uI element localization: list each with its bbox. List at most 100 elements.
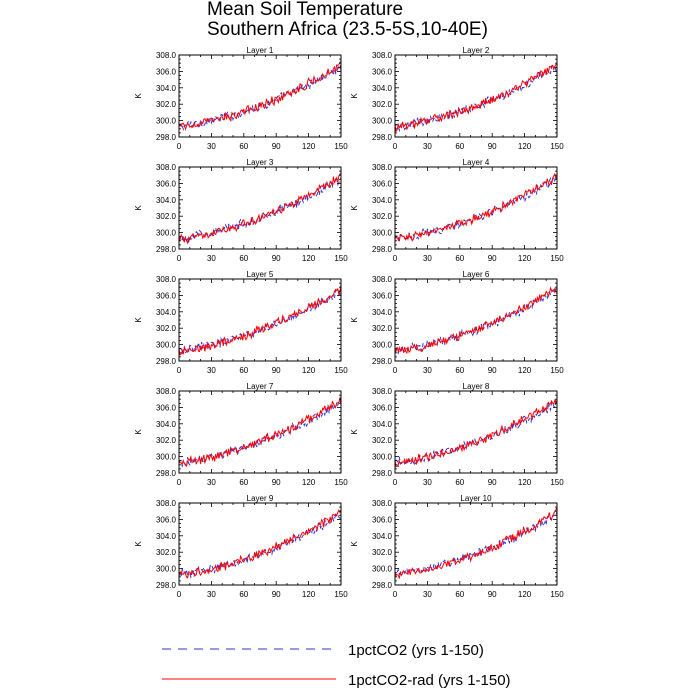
- series-1pctco2-line: [394, 63, 558, 133]
- y-tick-label: 298.0: [372, 133, 393, 142]
- y-tick-label: 308.0: [156, 275, 177, 284]
- x-tick-label: 120: [518, 478, 532, 487]
- y-tick-label: 298.0: [372, 245, 393, 254]
- x-tick-label: 60: [455, 366, 464, 375]
- x-tick-label: 30: [207, 142, 216, 151]
- y-tick-label: 298.0: [156, 469, 177, 478]
- x-tick-label: 150: [550, 366, 564, 375]
- x-tick-label: 120: [518, 366, 532, 375]
- y-tick-label: 298.0: [156, 581, 177, 590]
- series-1pctco2-line: [178, 60, 342, 132]
- y-tick-label: 302.0: [372, 100, 393, 109]
- series-1pctco2-rad-line: [178, 508, 342, 579]
- x-tick-label: 60: [239, 366, 248, 375]
- x-tick-label: 90: [272, 366, 281, 375]
- x-tick-label: 0: [393, 590, 398, 599]
- y-tick-label: 300.0: [156, 565, 177, 574]
- panel-frame: [394, 278, 558, 362]
- y-tick-label: 298.0: [156, 133, 177, 142]
- x-tick-label: 60: [239, 478, 248, 487]
- y-tick-label: 308.0: [156, 499, 177, 508]
- panel-title: Layer 6: [463, 270, 490, 279]
- x-tick-label: 90: [488, 254, 497, 263]
- x-tick-label: 0: [393, 366, 398, 375]
- x-tick-label: 150: [334, 590, 348, 599]
- y-tick-label: 308.0: [372, 163, 393, 172]
- x-tick-label: 0: [393, 254, 398, 263]
- y-tick-label: 304.0: [156, 84, 177, 93]
- x-tick-label: 60: [239, 590, 248, 599]
- y-tick-label: 300.0: [372, 341, 393, 350]
- series-1pctco2-rad-line: [394, 172, 558, 242]
- panel-frame: [394, 54, 558, 138]
- y-tick-label: 304.0: [372, 84, 393, 93]
- panel-title: Layer 1: [247, 46, 274, 55]
- x-tick-label: 30: [207, 366, 216, 375]
- x-tick-label: 150: [334, 142, 348, 151]
- y-tick-label: 300.0: [372, 117, 393, 126]
- series-1pctco2-line: [178, 513, 342, 579]
- y-tick-label: 302.0: [156, 548, 177, 557]
- x-tick-label: 90: [272, 142, 281, 151]
- y-tick-label: 308.0: [372, 499, 393, 508]
- panel-4: Layer 4 K 0 30 60 90 120 150 298.0 300.0 302.0 304.…: [350, 158, 564, 263]
- panel-2: Layer 2 K 0 30 60 90 120 150 298.0 300.0 302.0 304.…: [350, 46, 564, 151]
- x-tick-label: 0: [177, 478, 182, 487]
- y-tick-label: 300.0: [156, 229, 177, 238]
- y-tick-label: 300.0: [156, 117, 177, 126]
- y-tick-label: 306.0: [156, 291, 177, 300]
- x-tick-label: 90: [488, 590, 497, 599]
- y-tick-label: 306.0: [156, 515, 177, 524]
- y-axis-label: K: [350, 205, 359, 211]
- x-tick-label: 120: [518, 590, 532, 599]
- x-tick-label: 120: [302, 142, 316, 151]
- panel-frame: [178, 278, 342, 362]
- y-tick-label: 306.0: [372, 403, 393, 412]
- y-tick-label: 302.0: [372, 436, 393, 445]
- y-tick-label: 298.0: [372, 357, 393, 366]
- y-tick-label: 300.0: [372, 565, 393, 574]
- x-tick-label: 150: [334, 366, 348, 375]
- panel-7: Layer 7 K 0 30 60 90 120 150 298.0 300.0 302.0 304.…: [134, 382, 348, 487]
- series-1pctco2-line: [394, 175, 558, 242]
- x-tick-label: 150: [550, 478, 564, 487]
- panel-10: Layer 10 K 0 30 60 90 120 150 298.0 300.0 302.0 304…: [350, 494, 564, 599]
- panel-title: Layer 3: [247, 158, 274, 167]
- y-axis-label: K: [350, 317, 359, 323]
- panel-title: Layer 10: [460, 494, 492, 503]
- y-tick-label: 308.0: [372, 275, 393, 284]
- series-1pctco2-line: [394, 511, 558, 577]
- x-tick-label: 0: [393, 142, 398, 151]
- y-tick-label: 304.0: [156, 308, 177, 317]
- y-tick-label: 304.0: [372, 532, 393, 541]
- y-tick-label: 304.0: [156, 196, 177, 205]
- panel-1: Layer 1 K 0 30 60 90 120 150 298.0 300.0 302.0 304.…: [134, 46, 348, 151]
- y-tick-label: 306.0: [372, 179, 393, 188]
- y-tick-label: 300.0: [372, 453, 393, 462]
- y-tick-label: 302.0: [156, 324, 177, 333]
- x-tick-label: 30: [423, 254, 432, 263]
- series-1pctco2-rad-line: [178, 284, 342, 356]
- x-tick-label: 60: [239, 254, 248, 263]
- y-tick-label: 306.0: [156, 403, 177, 412]
- panel-3: Layer 3 K 0 30 60 90 120 150 298.0 300.0 302.0 304.…: [134, 158, 348, 263]
- x-tick-label: 60: [455, 142, 464, 151]
- y-tick-label: 308.0: [372, 387, 393, 396]
- y-tick-label: 306.0: [372, 515, 393, 524]
- x-tick-label: 90: [272, 590, 281, 599]
- y-tick-label: 298.0: [372, 469, 393, 478]
- y-tick-label: 308.0: [156, 387, 177, 396]
- y-axis-label: K: [350, 429, 359, 435]
- y-axis-label: K: [134, 317, 143, 323]
- y-axis-label: K: [134, 205, 143, 211]
- y-tick-label: 304.0: [156, 532, 177, 541]
- y-tick-label: 308.0: [372, 51, 393, 60]
- y-tick-label: 302.0: [372, 212, 393, 221]
- x-tick-label: 90: [488, 478, 497, 487]
- y-tick-label: 298.0: [156, 245, 177, 254]
- x-tick-label: 0: [393, 478, 398, 487]
- y-axis-label: K: [350, 541, 359, 547]
- panel-frame: [178, 390, 342, 474]
- x-tick-label: 120: [302, 590, 316, 599]
- y-tick-label: 300.0: [372, 229, 393, 238]
